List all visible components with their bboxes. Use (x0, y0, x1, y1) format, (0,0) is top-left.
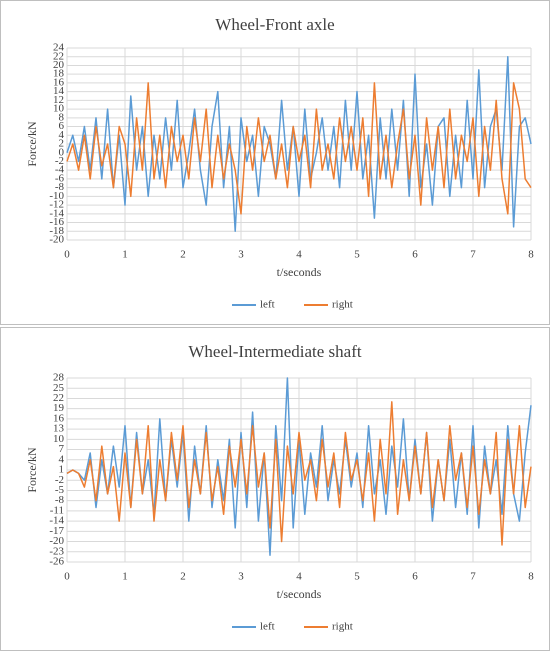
y-tick-label: 14 (53, 85, 65, 97)
y-tick-label: 28 (53, 372, 65, 384)
x-tick-label: 4 (296, 571, 302, 583)
legend-label: left (260, 299, 275, 311)
y-tick-label: -26 (49, 556, 64, 568)
y-tick-label: 16 (53, 412, 65, 424)
y-tick-label: -2 (55, 474, 64, 486)
chart-title: Wheel-Front axle (215, 15, 334, 34)
y-axis-label: Force/kN (25, 121, 39, 167)
chart-title: Wheel-Intermediate shaft (188, 342, 361, 361)
x-tick-label: 7 (470, 571, 476, 583)
data-line (66, 82, 532, 215)
y-tick-label: 4 (59, 129, 65, 141)
y-tick-label: 10 (53, 433, 65, 445)
x-tick-label: 2 (180, 571, 186, 583)
y-tick-label: 12 (53, 94, 64, 106)
y-tick-label: 6 (59, 120, 65, 132)
y-tick-label: 4 (59, 453, 65, 465)
x-tick-label: 8 (528, 249, 534, 261)
x-tick-label: 1 (122, 571, 128, 583)
legend-label: right (332, 621, 353, 633)
y-tick-label: -8 (55, 181, 65, 193)
y-tick-label: -23 (49, 545, 64, 557)
x-tick-label: 0 (64, 249, 70, 261)
x-tick-label: 6 (412, 571, 418, 583)
x-tick-label: 6 (412, 249, 418, 261)
data-line (66, 401, 532, 546)
y-tick-label: 16 (53, 76, 65, 88)
y-tick-label: 13 (53, 423, 65, 435)
y-tick-label: 1 (59, 464, 65, 476)
y-tick-label: -6 (55, 172, 65, 184)
y-tick-label: -18 (49, 225, 64, 237)
legend-label: left (260, 621, 275, 633)
y-tick-label: -8 (55, 494, 65, 506)
y-tick-label: 22 (53, 50, 64, 62)
x-axis-label: t/seconds (277, 265, 322, 279)
y-axis-label: Force/kN (25, 447, 39, 493)
y-tick-label: 18 (53, 68, 65, 80)
y-tick-label: -14 (49, 515, 64, 527)
legend-label: right (332, 299, 353, 311)
x-tick-label: 0 (64, 571, 70, 583)
y-tick-label: 20 (53, 59, 65, 71)
x-tick-label: 2 (180, 249, 186, 261)
y-tick-label: -4 (55, 164, 65, 176)
x-tick-label: 1 (122, 249, 128, 261)
y-tick-label: -20 (49, 535, 64, 547)
y-tick-label: -2 (55, 155, 64, 167)
panel-frame (0, 0, 550, 325)
y-tick-label: 24 (53, 42, 65, 54)
x-tick-label: 3 (238, 249, 244, 261)
x-tick-label: 5 (354, 571, 360, 583)
y-tick-label: 0 (59, 146, 65, 158)
y-tick-label: -14 (49, 207, 64, 219)
x-tick-label: 3 (238, 571, 244, 583)
y-tick-label: 10 (53, 103, 65, 115)
y-tick-label: 8 (59, 111, 65, 123)
panel-frame (0, 327, 550, 651)
x-tick-label: 8 (528, 571, 534, 583)
y-tick-label: -12 (49, 199, 64, 211)
x-tick-label: 7 (470, 249, 476, 261)
y-tick-label: -5 (55, 484, 65, 496)
y-tick-label: -11 (50, 504, 64, 516)
y-tick-label: -17 (49, 525, 64, 537)
x-tick-label: 5 (354, 249, 360, 261)
y-tick-label: 2 (59, 138, 65, 150)
y-tick-label: 7 (59, 443, 65, 455)
y-tick-label: 19 (53, 402, 65, 414)
x-axis-label: t/seconds (277, 587, 322, 601)
y-tick-label: 22 (53, 392, 64, 404)
y-tick-label: 25 (53, 382, 65, 394)
y-tick-label: -20 (49, 234, 64, 246)
x-tick-label: 4 (296, 249, 302, 261)
y-tick-label: -16 (49, 216, 64, 228)
y-tick-label: -10 (49, 190, 64, 202)
